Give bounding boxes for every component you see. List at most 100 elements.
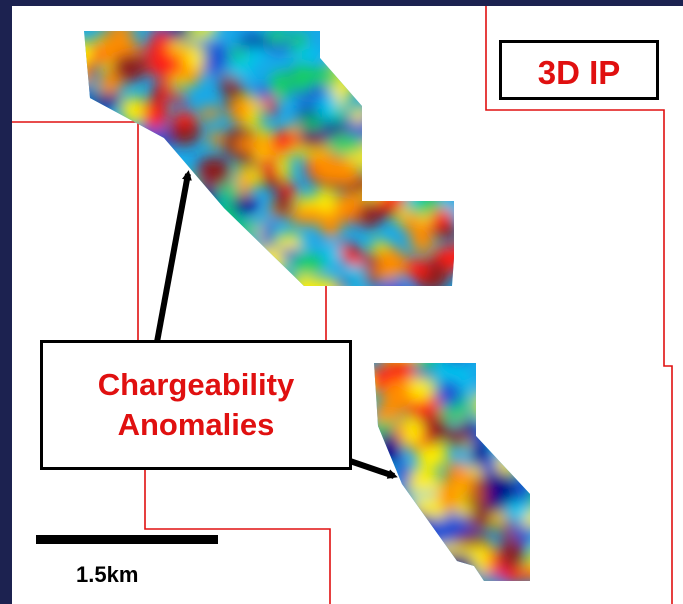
anomaly-cell [369, 117, 403, 134]
anomaly-cell [393, 318, 418, 330]
anomaly-cell [341, 287, 364, 314]
anomaly-cell [278, 155, 291, 180]
anomaly-cell [402, 157, 433, 181]
anomaly-cell [444, 144, 454, 176]
anomaly-cell [550, 517, 587, 539]
anomaly-cell [84, 168, 101, 191]
map-panel: 3D IP Chargeability Anomalies 1.5km [12, 6, 683, 604]
anomaly-cell [235, 136, 266, 155]
anomaly-cell [393, 331, 424, 346]
anomaly-cell [363, 104, 390, 137]
boundary-line [485, 6, 673, 604]
anomaly-cell [202, 31, 220, 36]
anomaly-cell [431, 548, 450, 581]
anomaly-cell [407, 418, 420, 441]
anomaly-cell [398, 295, 426, 323]
anomaly-cell [263, 96, 277, 117]
anomaly-cell [19, 113, 53, 129]
anomaly-cell [84, 171, 101, 198]
anomaly-cell [84, 93, 123, 109]
anomaly-cell [373, 95, 408, 109]
anomaly-cell [186, 237, 219, 270]
anomaly-cell [374, 482, 397, 505]
anomaly-cell [138, 178, 178, 192]
survey-title: 3D IP [499, 40, 659, 100]
anomaly-cell [283, 306, 312, 338]
anomaly-cell [504, 500, 530, 522]
anomaly-cell [475, 189, 499, 220]
scale-bar-label: 1.5km [76, 562, 139, 587]
anomaly-cell [442, 595, 472, 604]
anomaly-cell [463, 185, 492, 205]
anomaly-cell [312, 327, 346, 342]
anomaly-cell [47, 123, 60, 147]
anomaly-cell [487, 414, 504, 443]
anomaly-cell [384, 105, 401, 137]
anomaly-cell [200, 107, 221, 120]
anomaly-cell [478, 195, 490, 227]
anomaly-cell [490, 513, 505, 525]
scale-bar [36, 535, 218, 544]
anomaly-cell [172, 110, 197, 126]
anomaly-cell [410, 228, 434, 253]
anomaly-cell [377, 114, 400, 132]
anomaly-cell [239, 149, 254, 170]
anomaly-cell [329, 290, 355, 311]
anomaly-cell [359, 144, 398, 171]
anomaly-cell [221, 252, 239, 280]
anomaly-cell [372, 80, 409, 109]
anomaly-cell [199, 31, 214, 32]
anomaly-cell [344, 317, 373, 336]
anomaly-cell [451, 162, 454, 183]
anomaly-cell [269, 71, 295, 99]
anomaly-cell [424, 326, 440, 348]
anomaly-cell [419, 144, 447, 173]
anomaly-cell [208, 131, 225, 146]
anomaly-cell [377, 280, 410, 286]
anomaly-cell [12, 103, 46, 114]
anomaly-cell [374, 436, 388, 453]
anomaly-cell [238, 170, 252, 200]
anomaly-cell [291, 62, 313, 93]
anomaly-cell [65, 147, 78, 159]
anomaly-cell [199, 224, 238, 250]
anomaly-cell [97, 196, 132, 209]
anomaly-cell [84, 83, 92, 101]
anomaly-cell [551, 551, 566, 562]
anomaly-cell [447, 154, 454, 187]
anomaly-cell [196, 156, 231, 189]
anomaly-cell [531, 545, 557, 562]
anomaly-cell [480, 187, 512, 220]
anomaly-cell [318, 310, 348, 331]
anomaly-cell [509, 159, 530, 190]
anomaly-cell [277, 233, 303, 249]
anomaly-cell [381, 380, 413, 413]
anomaly-cell [445, 340, 460, 361]
anomaly-cell [453, 176, 454, 204]
anomaly-cell [322, 289, 362, 310]
anomaly-cell [417, 123, 446, 138]
anomaly-cell [453, 163, 454, 185]
anomaly-cell [204, 6, 235, 20]
anomaly-cell [84, 149, 107, 161]
anomaly-cell [230, 195, 258, 215]
anomaly-cell [341, 251, 371, 266]
anomaly-cell [545, 551, 561, 574]
anomaly-cell [316, 98, 339, 109]
anomaly-cell [532, 471, 558, 503]
anomaly-cell [458, 419, 479, 436]
anomaly-cell [238, 36, 272, 48]
anomaly-cell [443, 579, 479, 581]
anomaly-cell [292, 48, 324, 61]
anomaly-cell [435, 379, 463, 408]
anomaly-cell [96, 138, 133, 171]
anomaly-cell [324, 157, 355, 184]
anomaly-cell [471, 595, 503, 604]
anomaly-cell [545, 537, 570, 550]
anomaly-cell [381, 304, 414, 336]
boundary-line [144, 470, 331, 604]
anomaly-cell [395, 116, 426, 150]
anomaly-cell [159, 72, 173, 104]
anomaly-cell [100, 150, 118, 177]
